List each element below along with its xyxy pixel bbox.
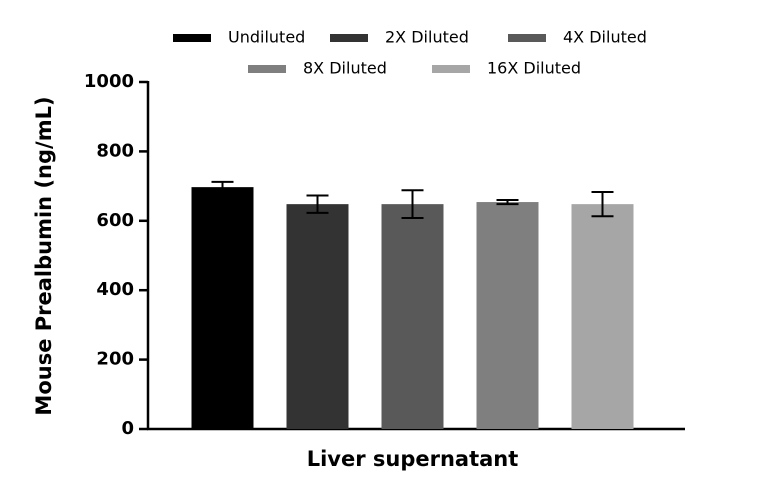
legend-swatch xyxy=(508,34,546,42)
legend-swatch xyxy=(248,65,286,73)
error-bar xyxy=(591,190,614,218)
y-tick-label: 0 xyxy=(121,418,134,439)
bar xyxy=(286,204,349,429)
error-bar xyxy=(496,198,519,206)
error-bar xyxy=(306,194,329,214)
bar xyxy=(476,202,539,429)
legend-swatch xyxy=(173,34,211,42)
error-bar xyxy=(401,189,424,220)
legend-swatch xyxy=(432,65,470,73)
y-tick-label: 400 xyxy=(96,279,134,300)
bar xyxy=(191,187,254,429)
error-bar xyxy=(211,180,234,194)
legend-label: 8X Diluted xyxy=(303,59,387,78)
x-tick-label: Liver supernatant xyxy=(307,447,519,471)
legend-label: 16X Diluted xyxy=(487,59,581,78)
y-tick-label: 1000 xyxy=(84,71,134,92)
bar xyxy=(381,204,444,429)
bar xyxy=(571,204,634,429)
y-tick-label: 800 xyxy=(96,140,134,161)
legend-label: 2X Diluted xyxy=(385,28,469,47)
y-tick-label: 600 xyxy=(96,210,134,231)
legend-swatch xyxy=(330,34,368,42)
legend-label: Undiluted xyxy=(228,28,305,47)
y-axis-title: Mouse Prealbumin (ng/mL) xyxy=(32,96,56,415)
legend-label: 4X Diluted xyxy=(563,28,647,47)
y-tick-label: 200 xyxy=(96,349,134,370)
